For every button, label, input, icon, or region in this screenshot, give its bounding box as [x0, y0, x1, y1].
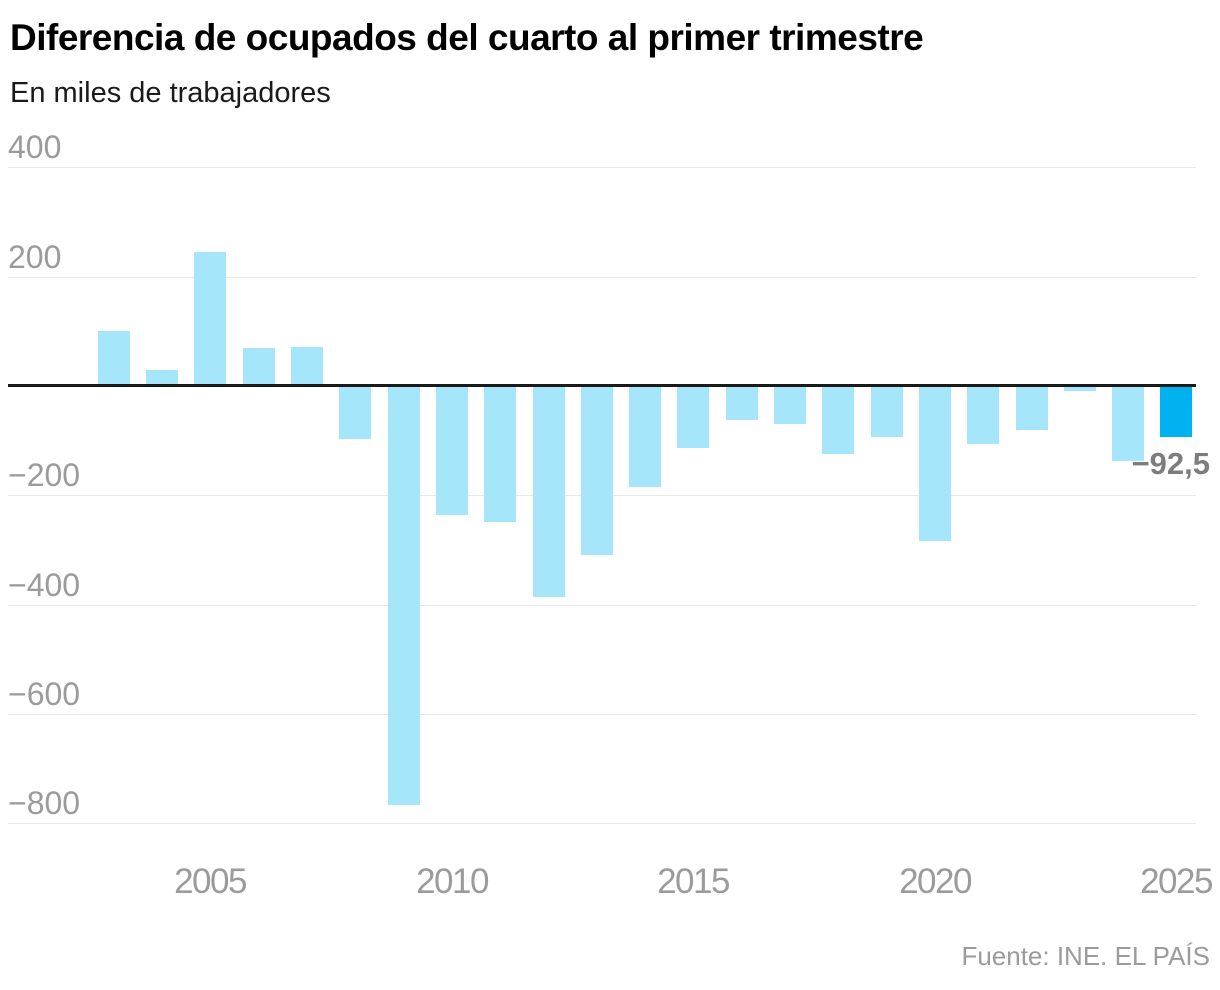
x-axis-label-2015: 2015 [657, 862, 730, 901]
y-axis-label--800: −800 [8, 785, 81, 821]
chart-title: Diferencia de ocupados del cuarto al pri… [10, 17, 924, 58]
x-axis-label-2020: 2020 [899, 862, 972, 901]
bar-2012 [533, 386, 565, 597]
bar-2016 [726, 386, 758, 420]
y-axis-label--200: −200 [8, 457, 81, 493]
bar-2005 [194, 252, 226, 386]
bar-2007 [291, 347, 323, 386]
x-axis-label-2010: 2010 [416, 862, 489, 901]
bar-2003 [98, 331, 130, 386]
gridline--600 [8, 714, 1196, 715]
bar-2013 [581, 386, 613, 555]
y-axis-label-400: 400 [8, 129, 62, 165]
source-credit: Fuente: INE. EL PAÍS [961, 941, 1210, 971]
bar-2021 [967, 386, 999, 444]
bar-2022 [1016, 386, 1048, 430]
gridline-400 [8, 167, 1196, 168]
bar-2014 [629, 386, 661, 487]
bar-2011 [484, 386, 516, 522]
bar-2017 [774, 386, 806, 424]
bar-2006 [243, 348, 275, 386]
x-axis-label-2005: 2005 [174, 862, 247, 901]
bar-2008 [339, 386, 371, 439]
x-axis-label-2025: 2025 [1140, 862, 1213, 901]
bar-2015 [677, 386, 709, 448]
bar-2010 [436, 386, 468, 515]
bar-2024 [1112, 386, 1144, 461]
bar-2018 [822, 386, 854, 454]
y-axis-label-200: 200 [8, 239, 62, 275]
bar-2023 [1064, 386, 1096, 391]
bar-2019 [871, 386, 903, 437]
bar-2009 [388, 386, 420, 805]
gridline--800 [8, 823, 1196, 824]
bar-2004 [146, 370, 178, 386]
chart-subtitle: En miles de trabajadores [10, 77, 331, 109]
y-axis-label--600: −600 [8, 676, 81, 712]
bar-2025 [1160, 386, 1192, 437]
y-axis-label--400: −400 [8, 567, 81, 603]
zero-axis-line [8, 384, 1196, 387]
value-label-2025: −92,5 [1131, 446, 1210, 481]
gridline-200 [8, 277, 1196, 278]
gridline--400 [8, 605, 1196, 606]
bar-2020 [919, 386, 951, 541]
